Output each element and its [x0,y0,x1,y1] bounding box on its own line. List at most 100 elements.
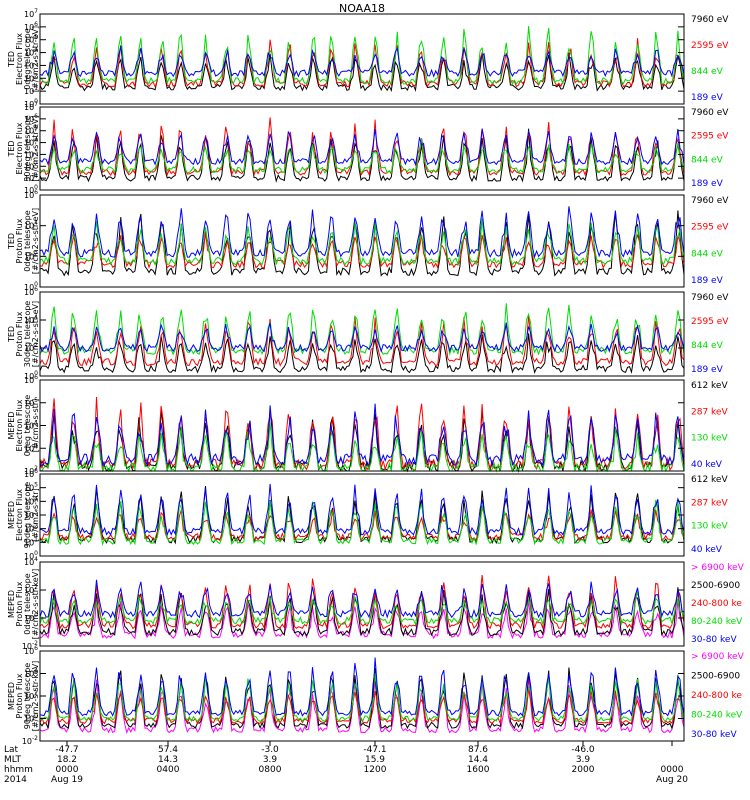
y-tick-label: 101 [24,172,38,183]
y-tick-label: 102 [24,72,38,83]
legend-entry: > 6900 keV [691,563,745,573]
legend-entry: 2595 eV [691,317,729,327]
panel-frame [39,194,685,288]
panel-7: 10-2 100 102 104 MEPEDProton Flux0deg telesc… [7,556,745,651]
legend-entry: 7960 eV [691,293,729,303]
panel-ylabel: TEDElectron Flux0deg telescope[#/cm2-s-s… [7,26,40,92]
y-tick-label: 102 [24,250,38,261]
x-tick-label: 87.6 [468,745,488,755]
y-tick-label: 100 [24,370,38,381]
series-1-trace [39,599,685,640]
y-tick-label: 104 [24,668,38,679]
panel-6: 100 101 102 103 104 105 106 MEPEDElectron Flux9… [7,468,728,561]
y-tick-label: 103 [24,509,38,520]
legend-entry: 40 keV [691,460,723,470]
x-tick-label: 14.3 [158,755,178,765]
x-tick-label: Aug 20 [656,775,688,785]
panel-5: 102 103 104 105 106 MEPEDElectron Flux0deg te… [7,374,728,476]
panel-frame [39,291,685,377]
y-tick-label: 105 [24,397,38,408]
legend-entry: 7960 eV [691,196,729,206]
panel-ylabel: MEPEDElectron Flux90deg telescope[#/cm2-… [7,482,40,549]
y-tick-label: 102 [24,160,38,171]
x-tick-label: -46.0 [571,745,595,755]
legend-entry: 30-80 keV [691,730,737,740]
series-4-trace [39,483,685,537]
series-2-trace [39,38,685,89]
y-tick-label: 106 [24,113,38,124]
legend-entry: 287 keV [691,407,728,417]
series-4-trace [39,45,685,78]
x-tick-label: 0000 [56,765,79,775]
legend-entry: 2500-6900 [691,581,740,591]
y-tick-label: 100 [24,281,38,292]
y-tick-label: 107 [24,101,38,112]
y-tick-label: 101 [24,85,38,96]
legend-entry: 612 keV [691,475,728,485]
legend-entry: > 6900 keV [691,652,745,662]
legend-entry: 80-240 keV [691,711,743,721]
series-3-trace [39,303,685,356]
legend-entry: 240-800 ke [691,691,742,701]
legend-entry: 2500-6900 [691,672,740,682]
footer-row-label: hhmm [4,765,33,775]
x-tick-label: -47.1 [363,745,386,755]
series-4-trace [39,322,685,353]
legend-entry: 287 keV [691,498,728,508]
legend-entry: 189 eV [691,276,724,286]
series-1-trace [39,128,685,183]
legend-entry: 2595 eV [691,223,729,233]
legend-entry: 7960 eV [691,108,729,118]
series-4-trace [39,128,685,167]
panel-ylabel: MEPEDElectron Flux0deg telescope[#/cm2-s… [7,395,40,456]
y-tick-label: 104 [24,495,38,506]
y-tick-label: 102 [24,523,38,534]
series-4-trace [39,589,685,626]
series-3-trace [39,575,685,630]
legend-entry: 30-80 keV [691,635,737,645]
y-tick-label: 106 [24,374,38,385]
y-tick-label: 103 [24,442,38,453]
figure-title: NOAA18 [339,2,385,15]
y-tick-label: 100 [24,184,38,195]
panel-frame [39,561,685,647]
y-tick-label: 106 [24,286,38,297]
x-tick-label: 0000 [661,765,684,775]
panel-ylabel: TEDProton Flux30deg telescope[#/cm2-s-st… [7,301,40,368]
y-tick-label: 106 [24,189,38,200]
y-tick-label: 107 [24,8,38,19]
x-tick-label: 18.2 [57,755,77,765]
legend-entry: 7960 eV [691,15,729,25]
series-4-trace [39,673,685,723]
y-tick-label: 106 [24,645,38,656]
y-tick-label: 102 [24,342,38,353]
series-1-trace [39,333,685,375]
x-tick-label: -3.0 [261,745,279,755]
x-tick-label: 0800 [259,765,282,775]
legend-entry: 844 eV [691,155,724,165]
legend-entry: 189 eV [691,93,724,103]
series-1-trace [39,677,685,734]
footer-row-label: MLT [4,755,22,765]
x-tick-label: 1200 [364,765,387,775]
series-2-trace [39,667,685,730]
y-tick-label: 104 [24,314,38,325]
legend-entry: 844 eV [691,341,724,351]
x-tick-label: -47.7 [55,745,78,755]
series-1-trace [39,210,685,277]
panel-frame [39,473,685,557]
y-tick-label: 104 [24,556,38,567]
panel-4: 100 102 104 106 TEDProton Flux30deg telescop… [7,286,729,381]
legend-entry: 189 eV [691,179,724,189]
legend-entry: 240-800 ke [691,599,742,609]
y-tick-label: 104 [24,137,38,148]
x-tick-label: 3.9 [263,755,278,765]
panel-ylabel: MEPEDProton Flux90deg telescope[#/cm2-s-… [7,661,40,732]
series-3-trace [39,138,685,174]
y-tick-label: 10-2 [22,640,38,651]
y-tick-label: 102 [24,690,38,701]
